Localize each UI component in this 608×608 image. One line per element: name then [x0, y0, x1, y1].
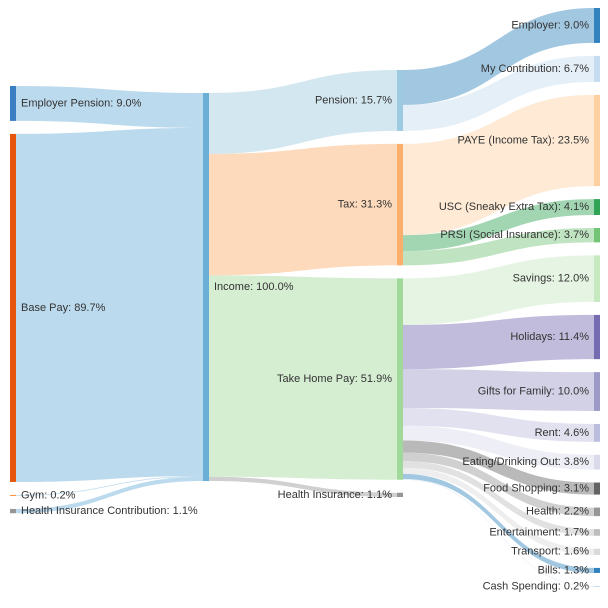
node-bar	[594, 255, 600, 302]
node-label: Bills: 1.3%	[538, 564, 590, 576]
node-bar	[594, 567, 600, 573]
flow-link	[16, 127, 203, 482]
node-bar	[594, 228, 600, 243]
node-label: Health: 2.2%	[526, 506, 589, 518]
flow-link	[16, 86, 203, 128]
node-label: Entertainment: 1.7%	[489, 526, 589, 538]
flow-link	[403, 369, 594, 411]
flow-link	[209, 143, 397, 276]
node-bar	[203, 93, 209, 481]
node-bar	[397, 278, 403, 480]
node-label: Eating/Drinking Out: 3.8%	[462, 456, 589, 468]
flow-link	[403, 407, 594, 442]
flow-link	[403, 467, 594, 555]
node-label: Health Insurance Contribution: 1.1%	[21, 505, 198, 517]
node-bar	[594, 55, 600, 82]
node-label: Gifts for Family: 10.0%	[478, 385, 589, 397]
flow-link	[403, 55, 594, 131]
flow-link	[403, 228, 594, 266]
flow-link	[209, 70, 397, 154]
node-label: Savings: 12.0%	[513, 273, 590, 285]
node-bar	[594, 585, 600, 587]
node-label: Income: 100.0%	[214, 281, 294, 293]
node-bar	[594, 529, 600, 536]
node-bar	[10, 86, 16, 121]
flow-link	[209, 275, 397, 480]
flow-link	[403, 452, 594, 517]
node-bar	[594, 548, 600, 555]
node-bar	[10, 508, 16, 514]
flow-link	[403, 199, 594, 252]
node-label: Food Shopping: 3.1%	[483, 482, 589, 494]
node-label: Employer: 9.0%	[511, 19, 589, 31]
node-bar	[397, 70, 403, 131]
flow-link	[403, 8, 594, 105]
flow-link	[403, 314, 594, 370]
node-label: USC (Sneaky Extra Tax): 4.1%	[439, 201, 589, 213]
node-label: Transport: 1.6%	[511, 546, 589, 558]
node-bar	[594, 482, 600, 495]
node-bar	[594, 314, 600, 360]
flow-link	[403, 461, 594, 536]
flow-link	[16, 475, 203, 496]
node-label: PRSI (Social Insurance): 3.7%	[440, 229, 589, 241]
node-bar	[10, 133, 16, 482]
node-label: Cash Spending: 0.2%	[483, 580, 590, 592]
node-label: Gym: 0.2%	[21, 489, 76, 501]
node-label: PAYE (Income Tax): 23.5%	[458, 134, 590, 146]
flow-link	[209, 476, 397, 497]
node-label: Base Pay: 89.7%	[21, 302, 106, 314]
node-label: My Contribution: 6.7%	[481, 63, 589, 75]
flow-link	[403, 425, 594, 470]
node-bar	[594, 372, 600, 411]
node-label: Tax: 31.3%	[338, 199, 393, 211]
flow-link	[403, 94, 594, 236]
node-label: Take Home Pay: 51.9%	[277, 373, 392, 385]
node-label: Rent: 4.6%	[535, 427, 590, 439]
flow-link	[403, 440, 594, 495]
node-bar	[10, 494, 16, 496]
node-bar	[594, 507, 600, 517]
node-label: Pension: 15.7%	[315, 94, 392, 106]
flow-link	[403, 255, 594, 325]
node-bar	[594, 423, 600, 442]
node-bar	[594, 94, 600, 187]
node-label: Employer Pension: 9.0%	[21, 97, 142, 109]
node-label: Holidays: 11.4%	[510, 331, 589, 343]
node-bar	[594, 8, 600, 43]
flow-link	[403, 478, 594, 587]
flow-link	[403, 473, 594, 573]
flow-link	[16, 476, 203, 514]
node-bar	[397, 492, 403, 497]
node-bar	[397, 143, 403, 266]
node-label: Health Insurance: 1.1%	[278, 489, 393, 501]
node-bar	[594, 199, 600, 216]
node-bar	[594, 454, 600, 470]
